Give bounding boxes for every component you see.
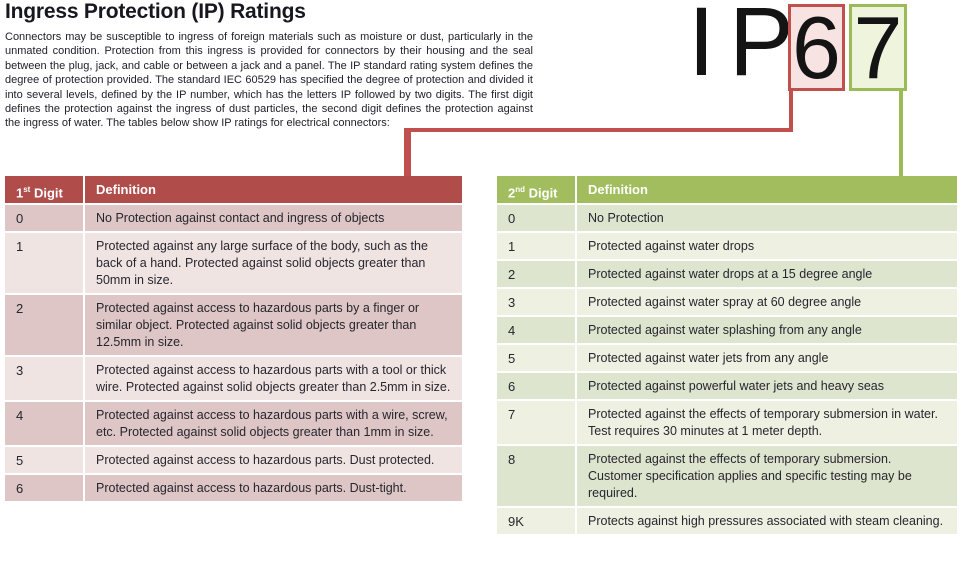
definition-cell: Protected against access to hazardous pa… bbox=[85, 402, 462, 445]
table-row: 5 Protected against access to hazardous p… bbox=[5, 447, 462, 473]
table-row: 9K Protects against high pressures associ… bbox=[497, 508, 957, 534]
second-digit-value: 7 bbox=[853, 0, 903, 97]
digit-cell: 7 bbox=[497, 401, 575, 444]
definition-cell: Protected against any large surface of t… bbox=[85, 233, 462, 293]
digit-cell: 2 bbox=[5, 295, 83, 355]
digit-cell: 0 bbox=[5, 205, 83, 231]
definition-cell: Protected against water drops at a 15 de… bbox=[577, 261, 957, 287]
definition-cell: Protected against water jets from any an… bbox=[577, 345, 957, 371]
definition-cell: No Protection bbox=[577, 205, 957, 231]
table-row: 3 Protected against access to hazardous p… bbox=[5, 357, 462, 400]
first-digit-table: 1st Digit Definition 0 No Protection agai… bbox=[5, 176, 462, 503]
table-row: 8 Protected against the effects of tempor… bbox=[497, 446, 957, 506]
connector-line-red-vertical-bottom bbox=[404, 128, 411, 178]
definition-cell: Protected against water spray at 60 degr… bbox=[577, 289, 957, 315]
second-digit-table-header: 2nd Digit Definition bbox=[497, 176, 957, 203]
definition-cell: Protected against the effects of tempora… bbox=[577, 446, 957, 506]
table-row: 2 Protected against water drops at a 15 d… bbox=[497, 261, 957, 287]
table-row: 4 Protected against water splashing from … bbox=[497, 317, 957, 343]
table-row: 0 No Protection against contact and ingre… bbox=[5, 205, 462, 231]
definition-cell: Protected against water drops bbox=[577, 233, 957, 259]
table-row: 3 Protected against water spray at 60 deg… bbox=[497, 289, 957, 315]
definition-cell: Protected against access to hazardous pa… bbox=[85, 447, 462, 473]
definition-cell: Protected against access to hazardous pa… bbox=[85, 475, 462, 501]
definition-cell: Protected against access to hazardous pa… bbox=[85, 295, 462, 355]
definition-cell: Protected against water splashing from a… bbox=[577, 317, 957, 343]
definition-cell: Protected against the effects of tempora… bbox=[577, 401, 957, 444]
digit-cell: 3 bbox=[5, 357, 83, 400]
digit-cell: 5 bbox=[497, 345, 575, 371]
second-digit-table: 2nd Digit Definition 0 No Protection 1 Prot… bbox=[497, 176, 957, 536]
connector-line-red-vertical-top bbox=[789, 89, 793, 132]
digit-cell: 0 bbox=[497, 205, 575, 231]
first-digit-table-header: 1st Digit Definition bbox=[5, 176, 462, 203]
page-title: Ingress Protection (IP) Ratings bbox=[5, 0, 306, 23]
table-row: 6 Protected against access to hazardous p… bbox=[5, 475, 462, 501]
digit-cell: 4 bbox=[497, 317, 575, 343]
intro-paragraph: Connectors may be susceptible to ingress… bbox=[5, 31, 533, 130]
second-digit-box: 7 bbox=[849, 0, 907, 97]
digit-cell: 5 bbox=[5, 447, 83, 473]
second-digit-header-cell: 2nd Digit bbox=[497, 176, 575, 203]
digit-cell: 9K bbox=[497, 508, 575, 534]
first-digit-value: 6 bbox=[792, 0, 841, 97]
table-row: 1 Protected against water drops bbox=[497, 233, 957, 259]
first-digit-table-body: 0 No Protection against contact and ingre… bbox=[5, 205, 462, 501]
digit-cell: 3 bbox=[497, 289, 575, 315]
definition-cell: No Protection against contact and ingres… bbox=[85, 205, 462, 231]
connector-line-red-horizontal bbox=[404, 128, 793, 132]
definition-header-cell: Definition bbox=[85, 176, 462, 203]
table-row: 1 Protected against any large surface of … bbox=[5, 233, 462, 293]
table-row: 5 Protected against water jets from any a… bbox=[497, 345, 957, 371]
first-digit-box: 6 bbox=[788, 0, 845, 97]
digit-cell: 1 bbox=[5, 233, 83, 293]
table-row: 2 Protected against access to hazardous p… bbox=[5, 295, 462, 355]
definition-header-cell: Definition bbox=[577, 176, 957, 203]
table-row: 4 Protected against access to hazardous p… bbox=[5, 402, 462, 445]
connector-line-green-vertical bbox=[899, 89, 903, 178]
digit-cell: 6 bbox=[5, 475, 83, 501]
digit-cell: 4 bbox=[5, 402, 83, 445]
digit-cell: 2 bbox=[497, 261, 575, 287]
second-digit-table-body: 0 No Protection 1 Protected against water d… bbox=[497, 205, 957, 534]
digit-cell: 1 bbox=[497, 233, 575, 259]
digit-cell: 6 bbox=[497, 373, 575, 399]
ip-prefix-letters: IP bbox=[688, 0, 808, 96]
definition-cell: Protected against powerful water jets an… bbox=[577, 373, 957, 399]
definition-cell: Protects against high pressures associat… bbox=[577, 508, 957, 534]
first-digit-header-cell: 1st Digit bbox=[5, 176, 83, 203]
table-row: 0 No Protection bbox=[497, 205, 957, 231]
definition-cell: Protected against access to hazardous pa… bbox=[85, 357, 462, 400]
table-row: 7 Protected against the effects of tempor… bbox=[497, 401, 957, 444]
digit-cell: 8 bbox=[497, 446, 575, 506]
table-row: 6 Protected against powerful water jets a… bbox=[497, 373, 957, 399]
